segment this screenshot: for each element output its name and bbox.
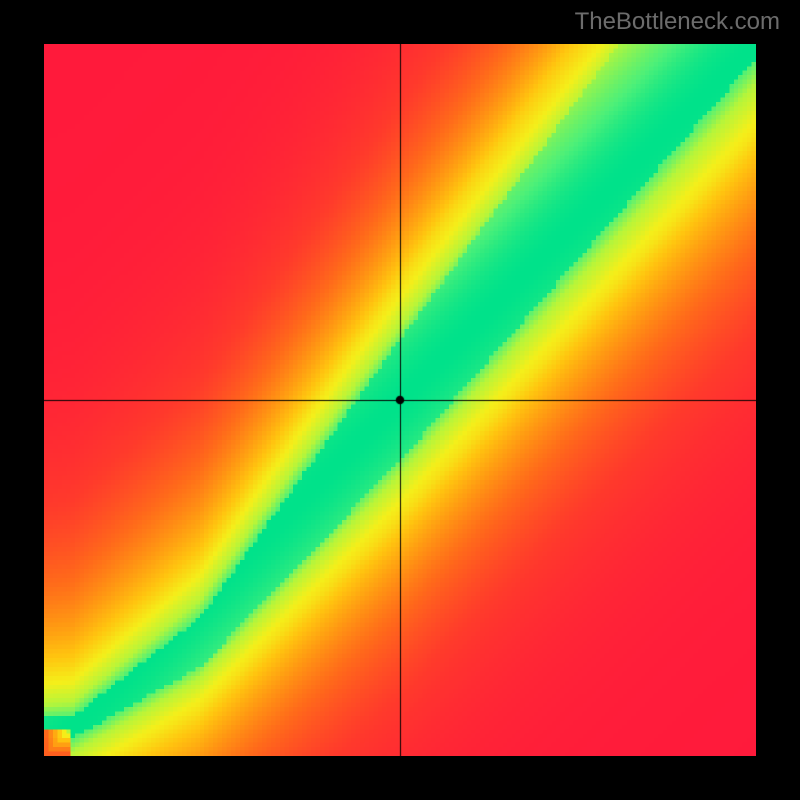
crosshair-overlay [44,44,756,756]
chart-container: TheBottleneck.com [0,0,800,800]
watermark-text: TheBottleneck.com [575,8,780,36]
